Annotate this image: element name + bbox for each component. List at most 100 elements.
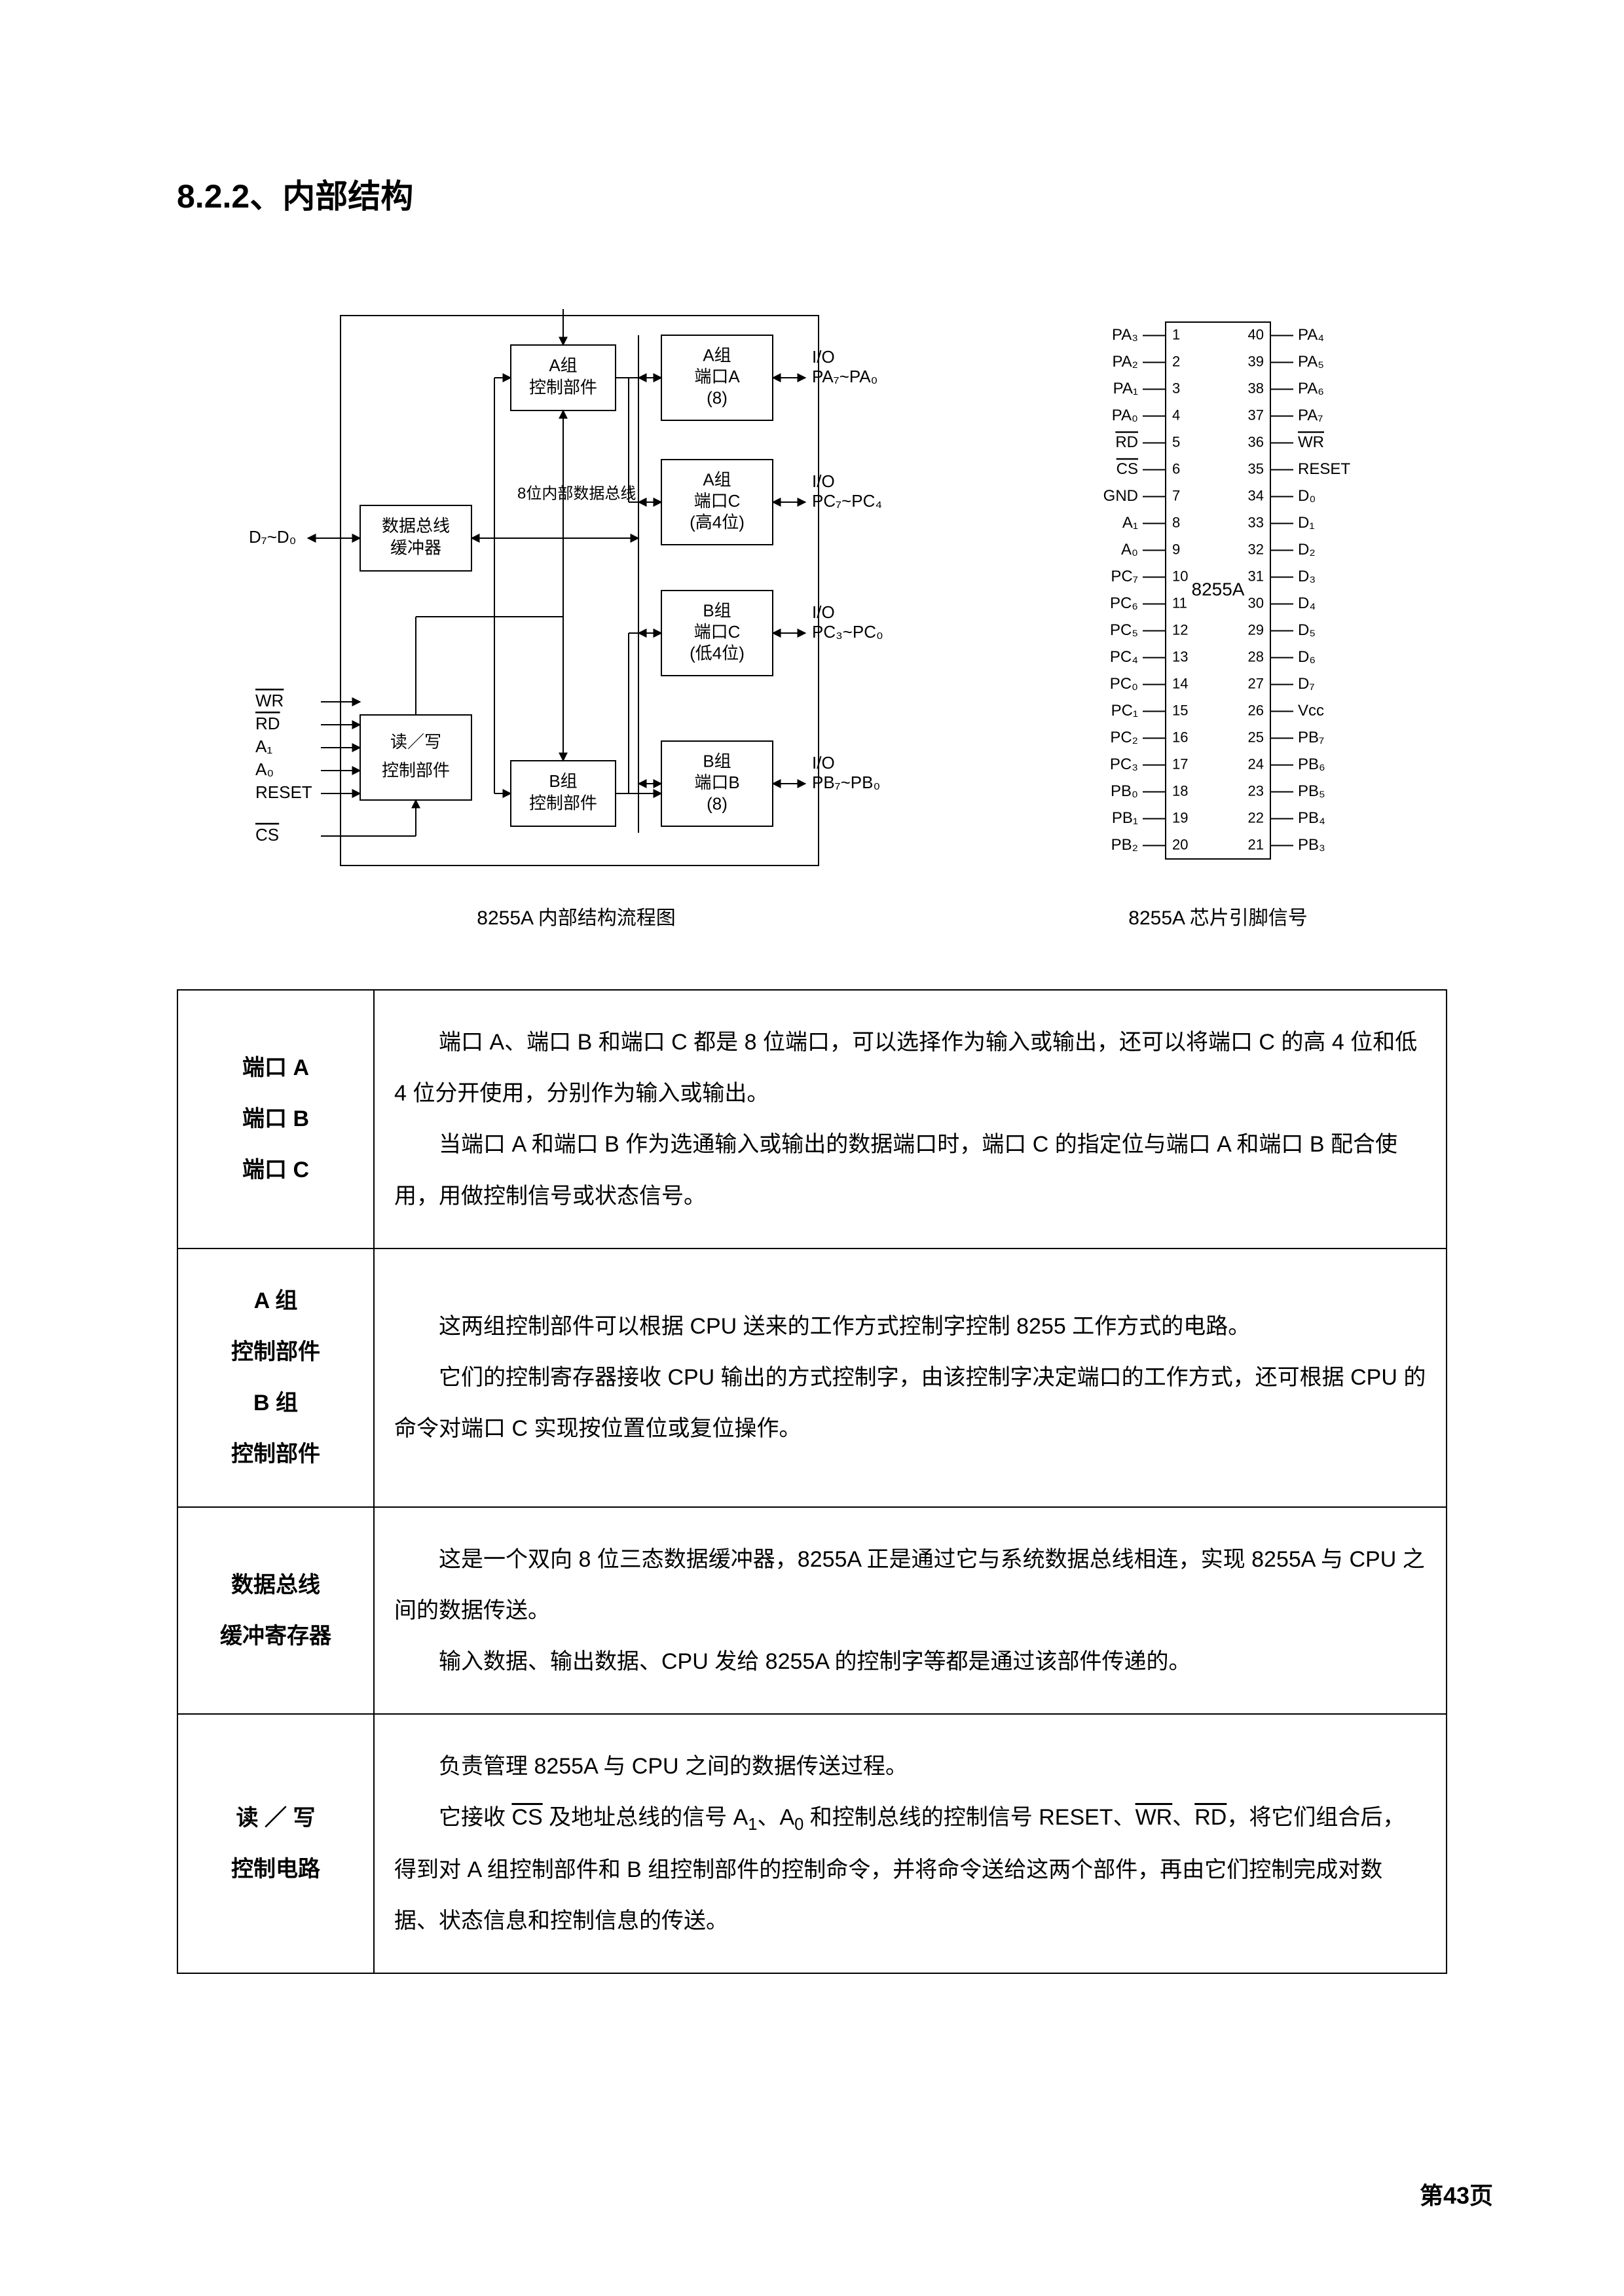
svg-text:A₀: A₀ [1121,541,1138,558]
svg-text:PA₆: PA₆ [1298,380,1324,397]
svg-text:PA₅: PA₅ [1298,353,1324,371]
svg-text:PA₀: PA₀ [1112,407,1138,424]
svg-text:PB₀: PB₀ [1111,782,1138,800]
svg-text:A₀: A₀ [255,759,274,779]
svg-text:18: 18 [1172,782,1188,799]
svg-text:A₁: A₁ [255,737,272,756]
svg-text:22: 22 [1248,809,1264,826]
svg-text:A组: A组 [549,355,577,375]
svg-text:I/O: I/O [812,602,835,622]
svg-text:33: 33 [1248,514,1264,530]
svg-text:25: 25 [1248,729,1264,745]
table-row-desc: 端口 A、端口 B 和端口 C 都是 8 位端口，可以选择作为输入或输出，还可以… [374,990,1447,1248]
page-number: 第43页 [1420,2177,1493,2211]
svg-text:1: 1 [1172,326,1180,342]
svg-text:D₁: D₁ [1298,514,1314,532]
svg-text:A组: A组 [703,469,731,489]
svg-text:D₃: D₃ [1298,568,1316,585]
svg-text:19: 19 [1172,809,1188,826]
svg-text:读／写: 读／写 [390,732,441,752]
svg-text:10: 10 [1172,568,1188,584]
svg-text:(8): (8) [707,793,728,813]
svg-text:PA₃: PA₃ [1112,326,1138,344]
diagram-row: 数据总线缓冲器读／写控制部件A组控制部件B组控制部件A组端口A(8)A组端口C(… [177,309,1447,930]
table-row-desc: 这是一个双向 8 位三态数据缓冲器，8255A 正是通过它与系统数据总线相连，实… [374,1507,1447,1715]
svg-text:PB₇~PB₀: PB₇~PB₀ [812,773,880,792]
table-row-desc: 这两组控制部件可以根据 CPU 送来的工作方式控制字控制 8255 工作方式的电… [374,1248,1447,1507]
svg-text:26: 26 [1248,702,1264,718]
svg-text:17: 17 [1172,756,1188,772]
table-row-label: 端口 A端口 B端口 C [177,990,374,1248]
pinout-caption: 8255A 芯片引脚信号 [1054,902,1382,930]
svg-text:PC₅: PC₅ [1110,621,1138,639]
svg-text:16: 16 [1172,729,1188,745]
svg-text:32: 32 [1248,541,1264,557]
svg-text:端口C: 端口C [694,491,741,511]
svg-text:31: 31 [1248,568,1264,584]
description-table: 端口 A端口 B端口 C 端口 A、端口 B 和端口 C 都是 8 位端口，可以… [177,989,1447,1974]
table-row-label: A 组控制部件B 组控制部件 [177,1248,374,1507]
svg-text:11: 11 [1172,594,1187,611]
svg-text:PB₁: PB₁ [1112,809,1138,827]
table-row-label: 读 ／ 写控制电路 [177,1714,374,1973]
svg-text:控制部件: 控制部件 [529,793,597,813]
svg-text:PC₇: PC₇ [1111,568,1138,585]
svg-text:3: 3 [1172,380,1180,396]
svg-text:35: 35 [1248,460,1264,477]
svg-text:PA₂: PA₂ [1112,353,1138,371]
svg-text:D₀: D₀ [1298,487,1316,505]
svg-text:B组: B组 [703,600,731,620]
svg-text:7: 7 [1172,487,1180,503]
svg-text:PA₇~PA₀: PA₇~PA₀ [812,367,877,386]
table-row-label: 数据总线缓冲寄存器 [177,1507,374,1715]
svg-text:(高4位): (高4位) [690,512,745,532]
svg-text:B组: B组 [703,751,731,771]
svg-text:I/O: I/O [812,753,835,773]
svg-text:I/O: I/O [812,471,835,491]
svg-text:8位内部数据总线: 8位内部数据总线 [517,484,636,502]
svg-text:缓冲器: 缓冲器 [390,538,441,558]
svg-text:端口B: 端口B [694,773,739,792]
svg-text:40: 40 [1248,326,1264,342]
svg-text:PA₄: PA₄ [1298,326,1324,344]
svg-text:5: 5 [1172,433,1180,450]
svg-text:PA₁: PA₁ [1113,380,1138,397]
svg-text:端口C: 端口C [694,622,741,642]
svg-text:37: 37 [1248,407,1264,423]
svg-text:20: 20 [1172,836,1188,852]
svg-text:36: 36 [1248,433,1264,450]
svg-text:D₂: D₂ [1298,541,1316,558]
svg-text:(8): (8) [707,388,728,407]
svg-text:WR: WR [255,691,284,710]
svg-text:27: 27 [1248,675,1264,691]
svg-text:30: 30 [1248,594,1264,611]
svg-text:8255A: 8255A [1192,579,1245,599]
svg-text:PC₃: PC₃ [1110,756,1138,773]
svg-text:(低4位): (低4位) [690,643,745,663]
svg-text:PC₇~PC₄: PC₇~PC₄ [812,491,882,511]
block-diagram: 数据总线缓冲器读／写控制部件A组控制部件B组控制部件A组端口A(8)A组端口C(… [242,309,910,879]
svg-text:PC₆: PC₆ [1110,594,1138,612]
block-diagram-caption: 8255A 内部结构流程图 [242,902,910,930]
svg-text:6: 6 [1172,460,1180,477]
svg-text:PA₇: PA₇ [1298,407,1323,424]
svg-text:D₇: D₇ [1298,675,1315,693]
svg-text:2: 2 [1172,353,1180,369]
svg-text:12: 12 [1172,621,1188,638]
pinout-diagram-wrap: 8255A1PA₃2PA₂3PA₁4PA₀5RD6CS7GND8A₁9A₀10P… [1054,309,1382,930]
svg-text:PB₄: PB₄ [1298,809,1325,827]
svg-text:CS: CS [255,825,279,845]
svg-text:D₅: D₅ [1298,621,1316,639]
svg-text:RESET: RESET [255,782,312,802]
svg-text:I/O: I/O [812,347,835,367]
svg-text:4: 4 [1172,407,1180,423]
svg-text:24: 24 [1248,756,1264,772]
svg-text:RD: RD [1115,433,1138,451]
svg-text:15: 15 [1172,702,1188,718]
pinout-diagram: 8255A1PA₃2PA₂3PA₁4PA₀5RD6CS7GND8A₁9A₀10P… [1054,309,1382,879]
svg-text:A组: A组 [703,345,731,365]
svg-text:PC₃~PC₀: PC₃~PC₀ [812,622,883,642]
svg-text:GND: GND [1103,487,1138,505]
svg-text:控制部件: 控制部件 [382,761,450,780]
svg-text:A₁: A₁ [1122,514,1138,532]
